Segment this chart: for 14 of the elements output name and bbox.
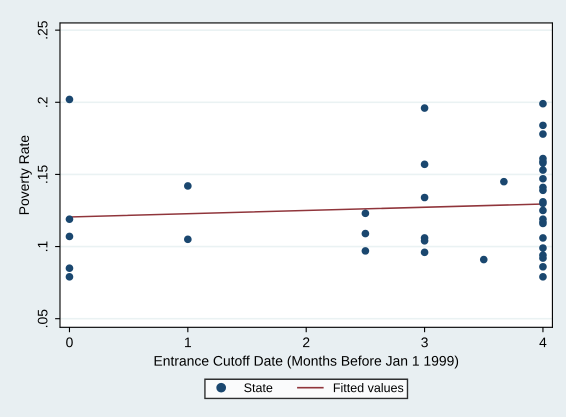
y-tick-label: .05 [38, 310, 48, 328]
y-tick-label: .2 [38, 97, 48, 107]
x-tick-label: 4 [539, 338, 546, 348]
legend-label: Fitted values [334, 383, 404, 392]
x-tick-label: 0 [66, 337, 73, 348]
x-tick-label: 1 [185, 338, 192, 348]
y-axis-title: Poverty Rate [19, 136, 32, 214]
x-tick-label: 3 [421, 337, 428, 348]
x-axis-title: Entrance Cutoff Date (Months Before Jan 1 1999) [154, 356, 458, 369]
y-tick-label: .15 [38, 165, 48, 183]
legend-label: State [244, 383, 272, 392]
x-tick-label: 2 [303, 337, 310, 348]
y-tick-label: .1 [38, 241, 48, 252]
y-tick-label: .25 [38, 21, 48, 39]
